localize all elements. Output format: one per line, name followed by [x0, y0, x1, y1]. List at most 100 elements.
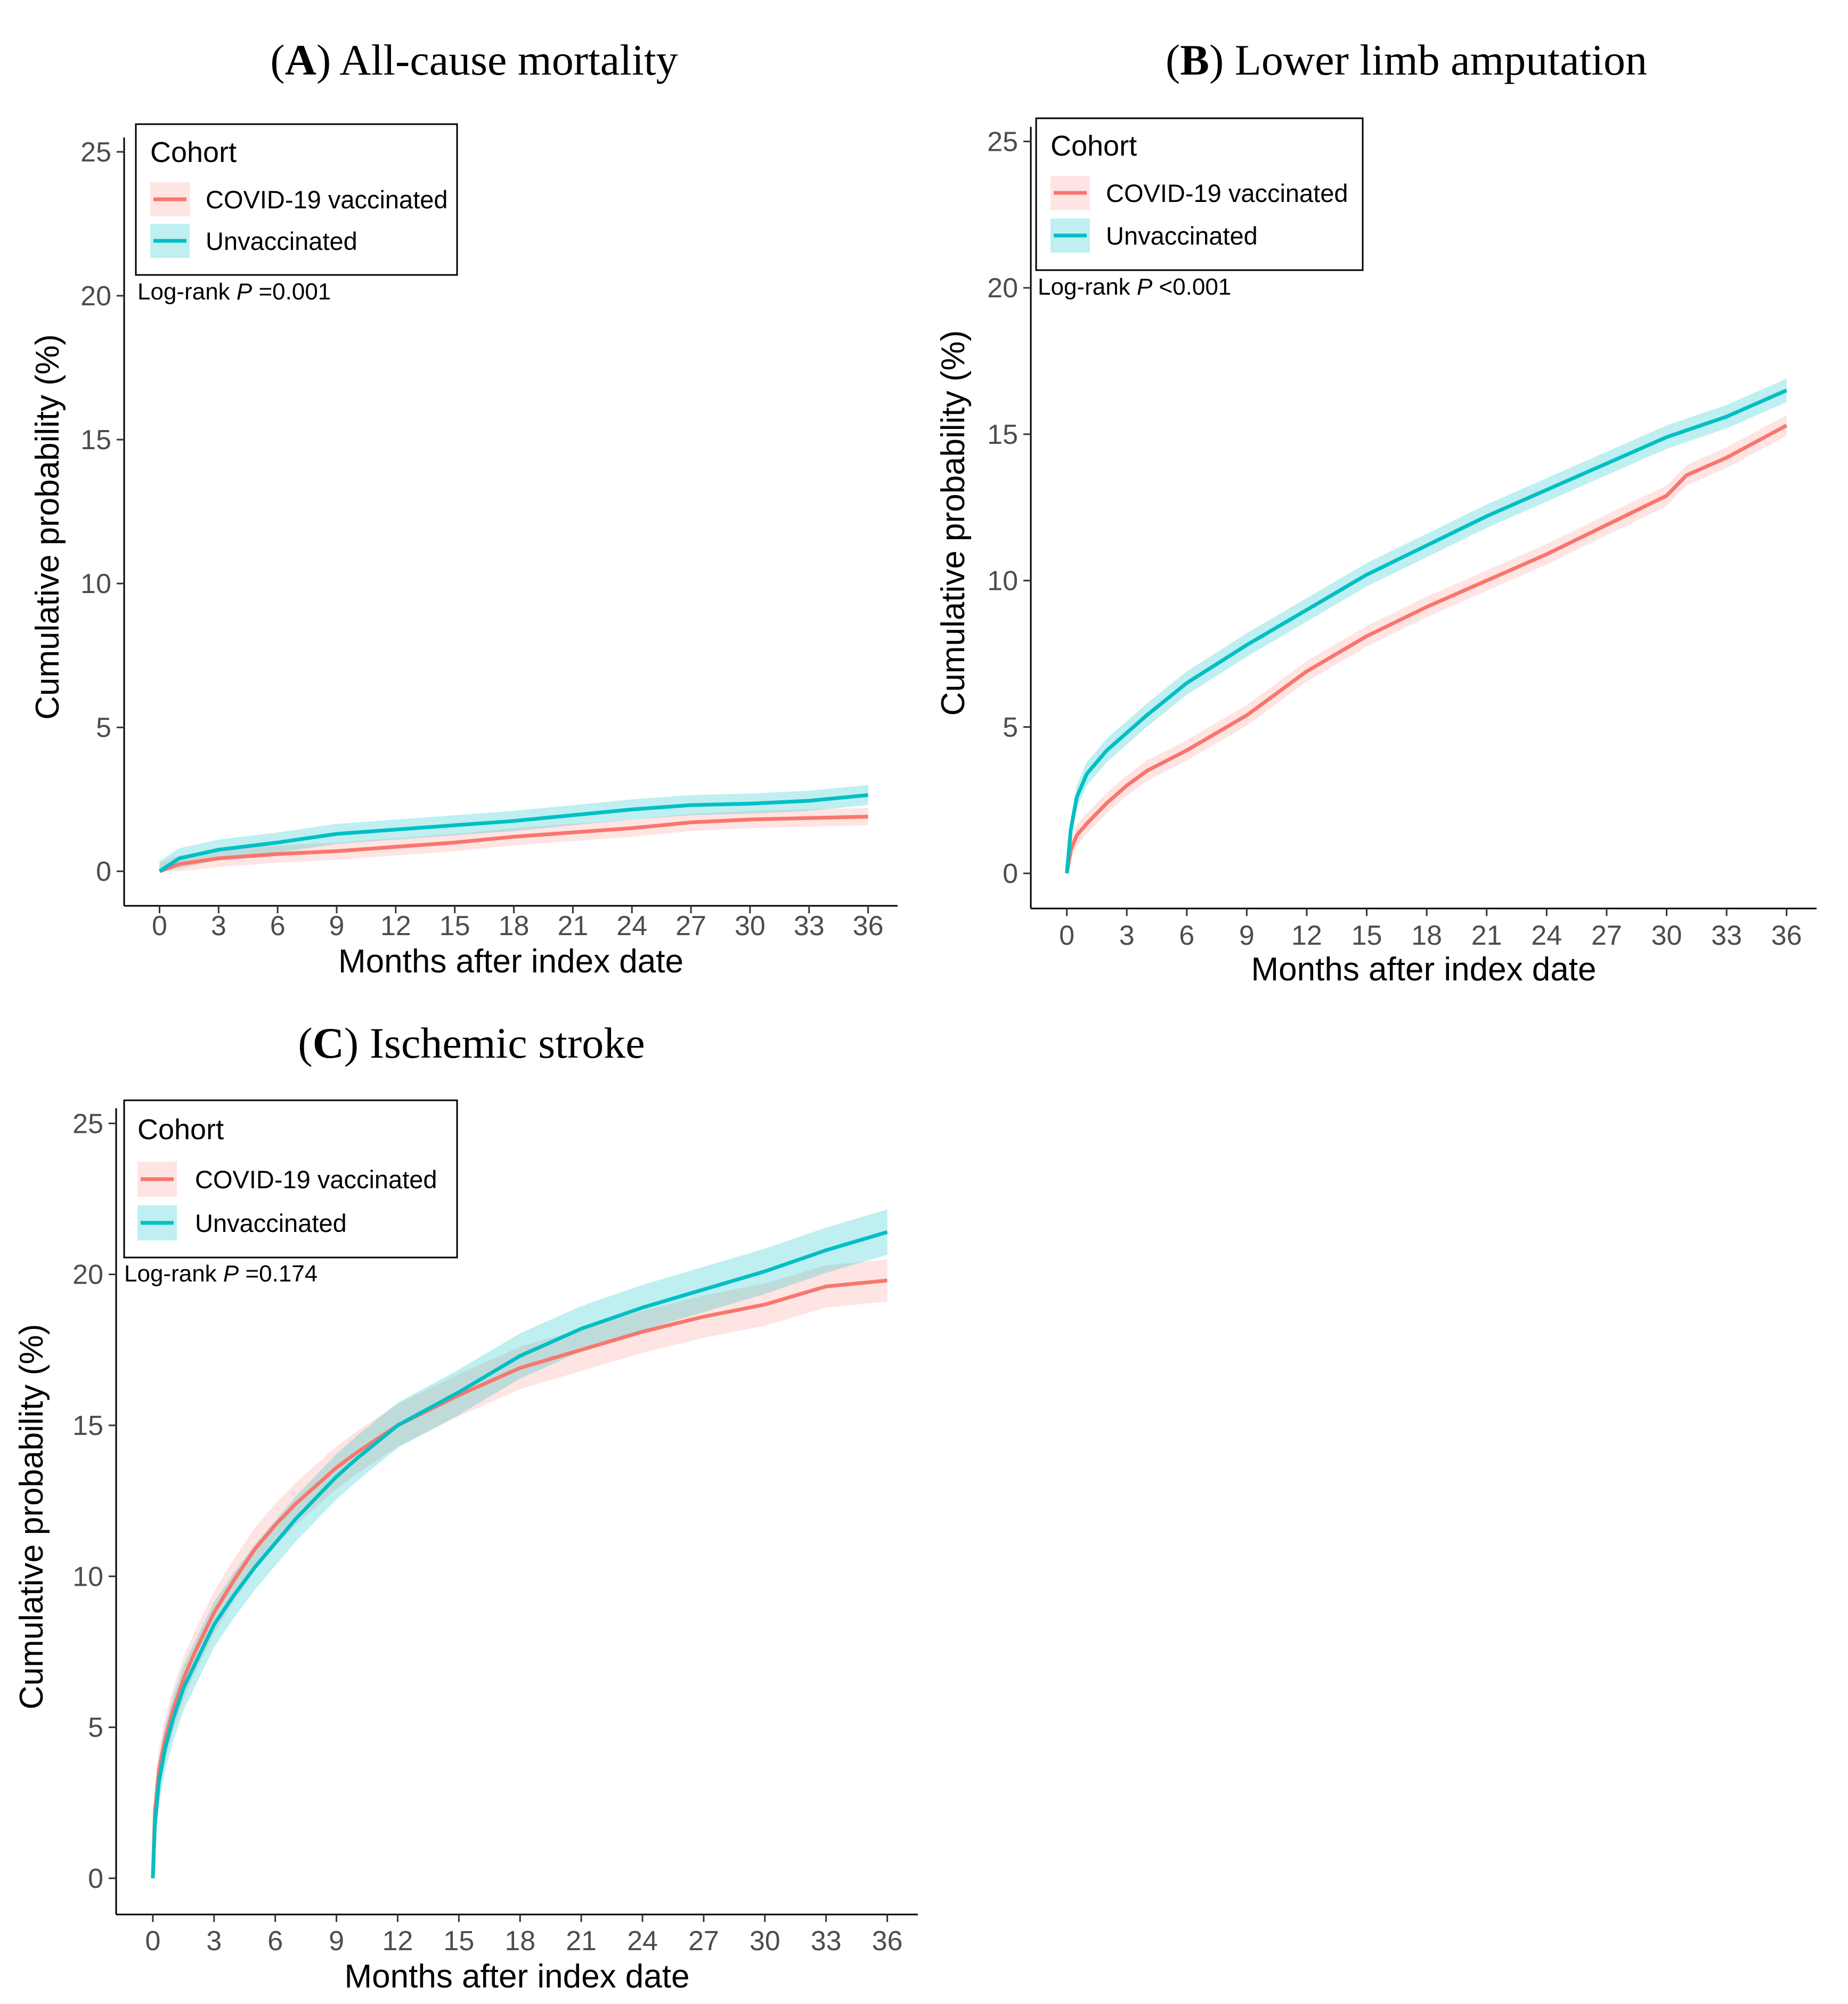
y-tick-label: 20: [80, 281, 111, 312]
y-tick-label: 5: [96, 712, 111, 743]
x-tick-label: 12: [1291, 920, 1322, 951]
x-tick-label: 21: [557, 911, 588, 942]
x-tick-label: 21: [566, 1926, 597, 1957]
x-tick-label: 18: [1411, 920, 1442, 951]
x-tick-label: 36: [853, 911, 884, 942]
y-tick-label: 0: [96, 856, 111, 887]
x-tick-label: 15: [439, 911, 470, 942]
x-tick-label: 30: [750, 1926, 780, 1957]
x-tick-label: 0: [145, 1926, 160, 1957]
y-tick-label: 20: [987, 273, 1018, 304]
x-tick-label: 24: [627, 1926, 658, 1957]
x-tick-label: 27: [675, 911, 706, 942]
y-tick-label: 5: [88, 1713, 103, 1743]
x-tick-label: 15: [1352, 920, 1382, 951]
x-tick-label: 15: [443, 1926, 474, 1957]
y-tick-label: 25: [80, 137, 111, 168]
series-line-unvaccinated: [151, 1230, 888, 1879]
y-tick-label: 10: [80, 569, 111, 599]
x-tick-label: 18: [499, 911, 530, 942]
y-tick-label: 5: [1003, 712, 1018, 743]
y-tick-label: 20: [72, 1260, 103, 1291]
x-tick-label: 12: [380, 911, 411, 942]
legend-label-vaccinated: COVID-19 vaccinated: [1106, 179, 1348, 207]
panel-b-legend: Cohort COVID-19 vaccinated Unvaccinated: [1035, 117, 1364, 271]
panel-c-logrank: Log-rank P =0.174: [124, 1261, 318, 1287]
series-line-vaccinated: [1065, 424, 1788, 874]
series-line-vaccinated: [151, 1278, 888, 1879]
x-tick-label: 0: [1059, 920, 1074, 951]
legend-box: [123, 1099, 458, 1259]
y-tick-label: 10: [987, 566, 1018, 597]
x-tick-label: 6: [1179, 920, 1194, 951]
ci-band-unvaccinated: [1067, 378, 1787, 874]
panel-c-legend: Cohort COVID-19 vaccinated Unvaccinated: [123, 1099, 458, 1259]
x-tick-label: 21: [1471, 920, 1502, 951]
x-axis-title: Months after index date: [1251, 951, 1597, 988]
x-tick-label: 27: [1591, 920, 1622, 951]
x-tick-label: 24: [1531, 920, 1562, 951]
x-tick-label: 6: [270, 911, 286, 942]
panel-c-title: (C) Ischemic stroke: [298, 1019, 645, 1067]
x-tick-label: 9: [329, 911, 345, 942]
x-tick-label: 6: [267, 1926, 283, 1957]
legend-label-unvaccinated: Unvaccinated: [195, 1209, 347, 1237]
ci-band-vaccinated: [152, 1259, 888, 1878]
panel-a-title: (A) All-cause mortality: [270, 36, 678, 84]
x-tick-label: 3: [211, 911, 226, 942]
x-tick-label: 9: [1239, 920, 1255, 951]
panel-b-title: (B) Lower limb amputation: [1166, 36, 1647, 84]
ci-band-unvaccinated: [152, 1209, 888, 1878]
x-axis-title: Months after index date: [345, 1958, 690, 1995]
x-tick-label: 33: [1711, 920, 1742, 951]
y-tick-label: 0: [88, 1863, 103, 1894]
panel-a-logrank: Log-rank P =0.001: [137, 279, 331, 305]
y-tick-label: 25: [72, 1108, 103, 1139]
y-tick-label: 25: [987, 126, 1018, 157]
x-tick-label: 18: [504, 1926, 535, 1957]
legend-box: [1035, 117, 1364, 271]
x-tick-label: 27: [688, 1926, 719, 1957]
x-tick-label: 24: [616, 911, 647, 942]
y-axis-title: Cumulative probability (%): [13, 1324, 50, 1710]
panel-b-logrank: Log-rank P <0.001: [1038, 274, 1231, 300]
y-tick-label: 15: [72, 1410, 103, 1441]
legend-box: [135, 123, 458, 276]
series-line-unvaccinated: [1065, 388, 1788, 874]
legend-title: Cohort: [137, 1114, 224, 1146]
x-tick-label: 0: [152, 911, 167, 942]
x-tick-label: 9: [329, 1926, 344, 1957]
legend-label-unvaccinated: Unvaccinated: [206, 227, 357, 255]
legend-title: Cohort: [150, 136, 237, 168]
x-tick-label: 30: [735, 911, 766, 942]
x-tick-label: 12: [382, 1926, 413, 1957]
legend-label-vaccinated: COVID-19 vaccinated: [195, 1165, 437, 1194]
x-tick-label: 36: [872, 1926, 903, 1957]
ci-band-vaccinated: [1067, 415, 1787, 874]
legend-label-vaccinated: COVID-19 vaccinated: [206, 185, 448, 214]
y-tick-label: 15: [987, 419, 1018, 450]
y-tick-label: 0: [1003, 858, 1018, 889]
series-line-unvaccinated: [158, 793, 868, 873]
x-tick-label: 3: [206, 1926, 222, 1957]
x-tick-label: 30: [1651, 920, 1682, 951]
y-axis-title: Cumulative probability (%): [29, 334, 66, 720]
legend-title: Cohort: [1051, 130, 1137, 162]
x-tick-label: 3: [1119, 920, 1135, 951]
x-tick-label: 33: [811, 1926, 842, 1957]
x-tick-label: 33: [794, 911, 825, 942]
series-line-vaccinated: [159, 815, 868, 873]
panel-a-legend: Cohort COVID-19 vaccinated Unvaccinated: [135, 123, 458, 276]
y-tick-label: 10: [72, 1561, 103, 1592]
y-axis-title: Cumulative probability (%): [935, 330, 972, 716]
x-axis-title: Months after index date: [338, 943, 683, 980]
x-tick-label: 36: [1771, 920, 1802, 951]
legend-label-unvaccinated: Unvaccinated: [1106, 222, 1258, 250]
